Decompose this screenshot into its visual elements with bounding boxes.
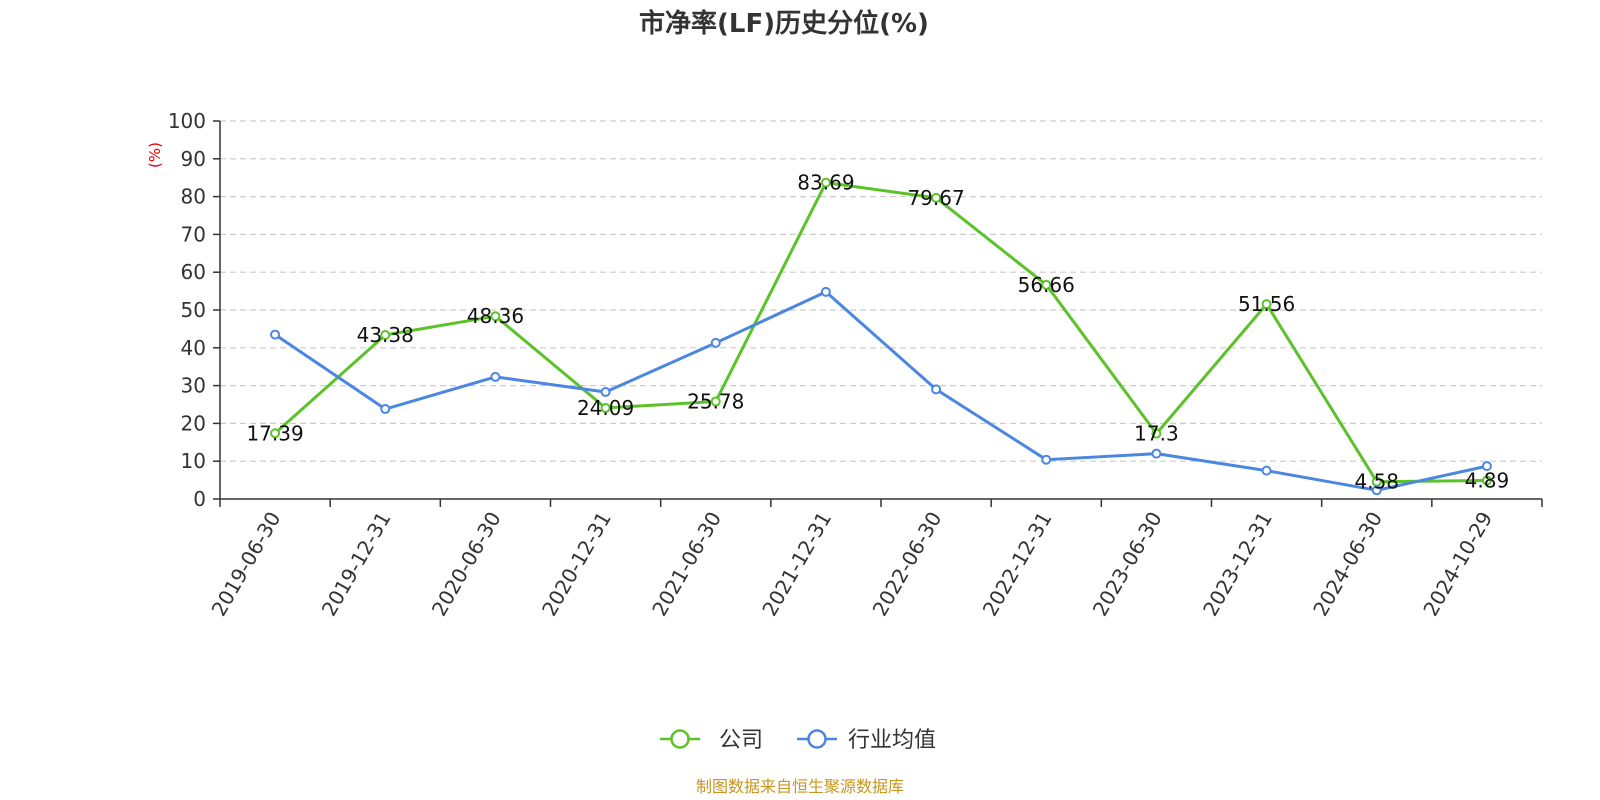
data-point-0[interactable] — [1041, 279, 1052, 290]
y-tick-label: 90 — [181, 147, 206, 171]
data-point-0[interactable] — [1481, 475, 1492, 486]
x-tick-label: 2021-06-30 — [647, 508, 726, 621]
y-tick-label: 20 — [181, 411, 206, 435]
legend-item-industry[interactable]: 行业均值 — [797, 728, 936, 753]
data-point-0[interactable] — [820, 177, 831, 188]
x-tick-label: 2019-12-31 — [317, 508, 396, 621]
data-label: 43.38 — [357, 323, 414, 347]
data-point-0[interactable] — [1261, 299, 1272, 310]
data-label: 83.69 — [797, 171, 854, 195]
y-tick-label: 30 — [181, 374, 206, 398]
y-tick-label: 50 — [181, 298, 206, 322]
x-tick-label: 2020-12-31 — [537, 508, 616, 621]
data-label: 17.3 — [1134, 422, 1179, 446]
data-point-1[interactable] — [1151, 448, 1162, 459]
x-tick-label: 2023-06-30 — [1088, 508, 1167, 621]
data-label: 51.56 — [1238, 292, 1295, 316]
y-tick-label: 70 — [181, 222, 206, 246]
data-label: 79.67 — [907, 186, 964, 210]
data-point-0[interactable] — [380, 330, 391, 341]
data-point-1[interactable] — [1371, 485, 1382, 496]
legend: 公司 行业均值 — [660, 728, 936, 753]
series-line-0 — [274, 181, 1487, 484]
y-tick-labels: 0 10 20 30 40 50 60 70 80 90 100 — [168, 109, 206, 511]
data-point-1[interactable] — [931, 384, 942, 395]
legend-industry-label: 行业均值 — [848, 728, 936, 753]
data-point-1[interactable] — [380, 404, 391, 415]
chart-title: 市净率(LF)历史分位(%) — [639, 8, 929, 39]
data-point-0[interactable] — [1151, 428, 1162, 439]
y-tick-label: 0 — [193, 487, 206, 511]
data-point-1[interactable] — [490, 371, 501, 382]
data-point-0[interactable] — [270, 428, 281, 439]
data-point-0[interactable] — [710, 396, 721, 407]
x-tick-label: 2020-06-30 — [427, 507, 506, 620]
data-point-0[interactable] — [600, 402, 611, 413]
x-tick-label: 2022-12-31 — [978, 508, 1057, 621]
y-tick-label: 100 — [168, 109, 206, 133]
data-point-1[interactable] — [1041, 454, 1052, 465]
axes — [213, 120, 1543, 507]
y-tick-label: 60 — [181, 260, 206, 284]
data-label: 25.78 — [687, 390, 744, 414]
data-label: 4.89 — [1465, 469, 1510, 493]
x-tick-label: 2024-10-29 — [1418, 508, 1497, 621]
x-tick-label: 2023-12-31 — [1198, 508, 1277, 621]
data-point-1[interactable] — [710, 337, 721, 348]
x-tick-label: 2024-06-30 — [1308, 508, 1387, 621]
source-note: 制图数据来自恒生聚源数据库 — [696, 777, 904, 796]
data-point-1[interactable] — [820, 286, 831, 297]
series-line-1 — [274, 290, 1488, 492]
data-point-1[interactable] — [600, 387, 611, 398]
data-point-1[interactable] — [270, 329, 281, 340]
data-point-0[interactable] — [931, 192, 942, 203]
x-tick-label: 2021-12-31 — [757, 508, 836, 621]
x-tick-label: 2019-06-30 — [207, 508, 286, 621]
data-label: 4.58 — [1354, 470, 1399, 494]
y-axis-label: (%) — [146, 142, 164, 168]
data-label: 24.09 — [577, 396, 634, 420]
legend-item-company[interactable]: 公司 — [660, 728, 763, 753]
y-tick-label: 40 — [181, 336, 206, 360]
legend-company-label: 公司 — [719, 728, 763, 753]
legend-company-marker — [670, 729, 690, 749]
data-label: 17.39 — [246, 421, 303, 445]
x-tick-labels: 2019-06-30 2019-12-31 2020-06-30 2020-12-31… — [207, 507, 1498, 620]
x-tick-label: 2022-06-30 — [868, 507, 947, 620]
y-tick-label: 10 — [181, 449, 206, 473]
series-layer — [270, 177, 1492, 496]
data-point-1[interactable] — [1481, 461, 1492, 472]
data-point-1[interactable] — [1261, 465, 1272, 476]
y-tick-label: 80 — [181, 185, 206, 209]
legend-industry-marker — [807, 729, 827, 749]
grid-lines — [220, 120, 1542, 462]
data-point-0[interactable] — [490, 311, 501, 322]
data-labels: 17.39 43.38 48.36 24.09 25.78 83.69 79.67 56.66… — [246, 171, 1509, 494]
data-label: 48.36 — [467, 304, 524, 328]
data-label: 56.66 — [1018, 273, 1075, 297]
